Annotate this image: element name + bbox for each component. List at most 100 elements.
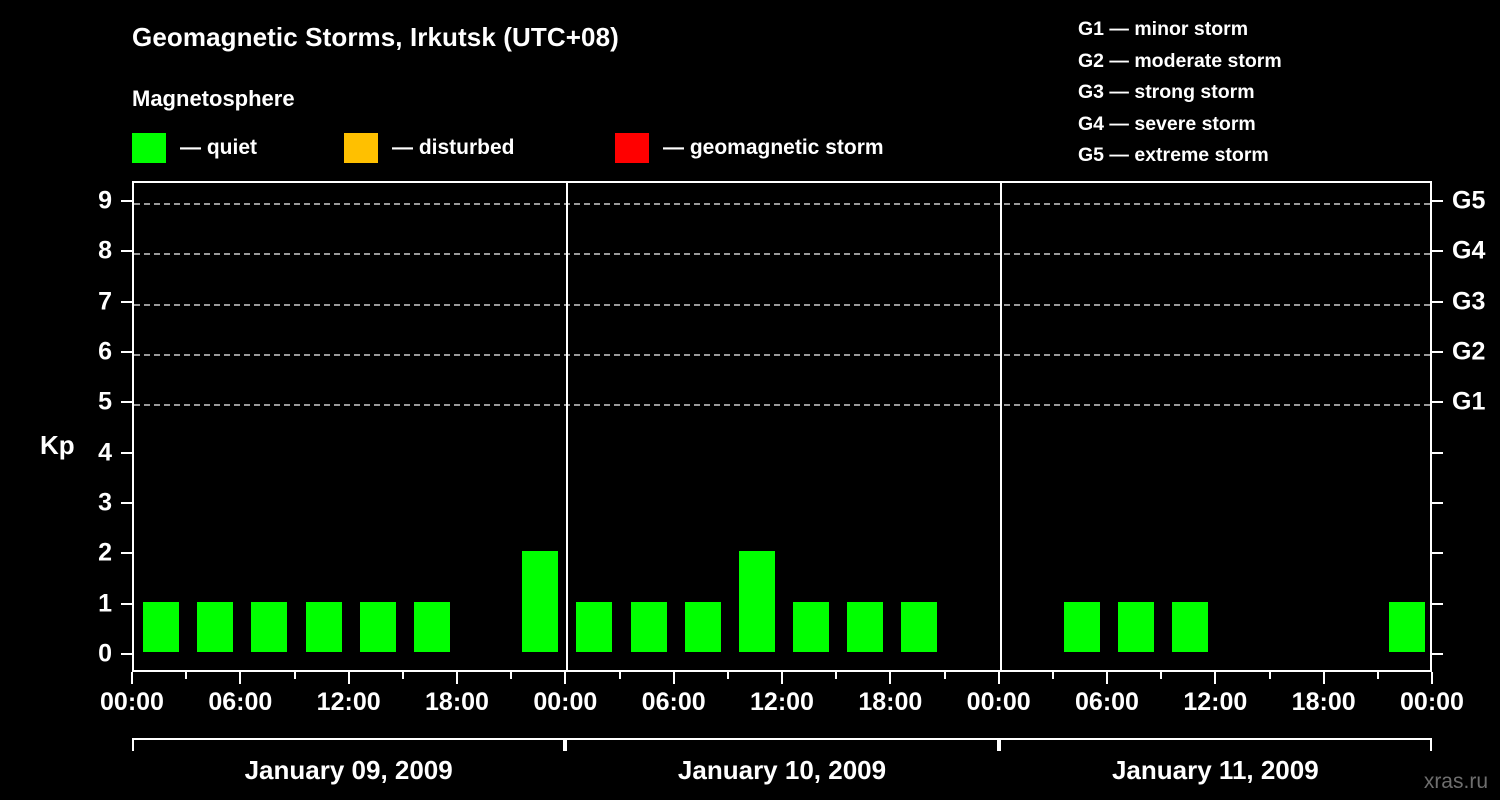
storm-scale-item-g1: G1 — minor storm <box>1078 18 1249 40</box>
y-tick-right <box>1432 300 1443 303</box>
x-tick <box>564 672 567 684</box>
x-axis-label: 18:00 <box>425 688 489 716</box>
y-axis-label-2: 2 <box>98 538 112 567</box>
y-axis-label-7: 7 <box>98 287 112 316</box>
legend-label-geomagnetic-storm: — geomagnetic storm <box>663 136 884 159</box>
y-tick-left <box>121 300 132 303</box>
bar <box>251 601 288 652</box>
x-tick <box>456 672 458 684</box>
y-tick-right <box>1432 552 1443 555</box>
y-tick-left <box>121 602 132 605</box>
x-axis-label: 00:00 <box>966 688 1031 716</box>
y-tick-right <box>1432 200 1443 202</box>
bar <box>630 601 667 652</box>
y-tick-right <box>1432 451 1443 454</box>
day-separator <box>999 183 1002 670</box>
storm-scale-item-g4: G4 — severe storm <box>1078 112 1256 135</box>
day-label: January 10, 2009 <box>677 755 887 785</box>
x-tick <box>131 672 133 684</box>
storm-scale-legend: G1 — minor storm G2 — moderate storm G3 — … <box>1078 14 1282 172</box>
x-tick-minor <box>726 672 729 679</box>
bar <box>197 601 234 652</box>
x-axis-label: 06:00 <box>641 688 706 716</box>
y-tick-left <box>121 351 132 353</box>
y-axis-title: Kp <box>40 430 75 460</box>
legend-swatch-geomagnetic-storm <box>615 133 649 163</box>
x-tick-minor <box>835 672 838 679</box>
x-tick <box>781 672 783 684</box>
bar <box>1118 601 1155 652</box>
x-tick-minor <box>1376 672 1379 679</box>
bar <box>847 601 884 652</box>
storm-scale-item-g2: G2 — moderate storm <box>1078 49 1282 72</box>
plot-area <box>132 181 1432 672</box>
y-axis-label-9: 9 <box>98 186 112 215</box>
legend-label-disturbed: — disturbed <box>392 136 515 159</box>
y-tick-right <box>1432 351 1443 353</box>
gridline-kp-7 <box>134 303 1430 306</box>
bar <box>359 601 396 652</box>
x-axis-label: 12:00 <box>1183 688 1248 716</box>
x-tick-minor <box>401 672 404 679</box>
bar <box>413 601 450 652</box>
y-tick-left <box>121 451 132 454</box>
y-tick-left <box>121 250 132 253</box>
x-tick <box>889 672 892 684</box>
x-axis-label: 18:00 <box>858 688 923 716</box>
storm-scale-item-g5: G5 — extreme storm <box>1078 144 1269 166</box>
bar <box>738 551 775 652</box>
x-tick-minor <box>1051 672 1054 679</box>
x-tick <box>997 672 1000 684</box>
plot-inner <box>134 183 1430 670</box>
gridline-kp-9 <box>134 203 1430 205</box>
y-tick-left <box>121 401 132 404</box>
y-tick-right <box>1432 502 1443 504</box>
day-bracket <box>132 738 566 751</box>
x-axis-label: 06:00 <box>208 688 273 716</box>
legend-item-disturbed: — disturbed <box>344 133 515 163</box>
y-tick-right <box>1432 653 1443 655</box>
bar <box>522 551 559 652</box>
x-axis-label: 18:00 <box>1291 688 1356 716</box>
x-tick <box>1431 672 1433 684</box>
gridline-kp-8 <box>134 253 1430 256</box>
bar <box>793 601 830 652</box>
x-tick <box>1106 672 1108 684</box>
y-tick-left <box>121 200 132 202</box>
gridline-kp-6 <box>134 354 1430 356</box>
storm-level-label-G4: G4 <box>1452 236 1486 265</box>
y-axis-label-5: 5 <box>98 387 112 416</box>
day-separator <box>566 183 569 670</box>
bar <box>305 601 342 652</box>
bar <box>1388 601 1425 652</box>
x-tick <box>1322 672 1325 684</box>
y-axis-label-0: 0 <box>98 639 112 668</box>
x-axis-label: 00:00 <box>100 688 164 716</box>
x-tick <box>347 672 350 684</box>
x-axis-label: 12:00 <box>750 688 814 716</box>
x-tick <box>1214 672 1217 684</box>
x-tick-minor <box>510 672 513 679</box>
y-axis-label-4: 4 <box>98 438 112 467</box>
storm-level-label-G2: G2 <box>1452 337 1486 366</box>
page-title: Geomagnetic Storms, Irkutsk (UTC+08) <box>132 22 619 52</box>
storm-level-label-G1: G1 <box>1452 387 1486 416</box>
x-tick-minor <box>293 672 296 679</box>
y-axis-label-8: 8 <box>98 236 112 265</box>
watermark: xras.ru <box>1423 770 1488 793</box>
day-bracket <box>998 738 1432 751</box>
x-tick-minor <box>185 672 188 679</box>
storm-level-label-G3: G3 <box>1452 287 1486 316</box>
y-tick-left <box>121 502 132 504</box>
bar <box>143 601 180 652</box>
legend-label-quiet: — quiet <box>180 136 257 159</box>
day-label: January 11, 2009 <box>1111 755 1319 785</box>
bar <box>1063 601 1100 652</box>
chart-subtitle: Magnetosphere <box>132 86 295 111</box>
day-bracket <box>565 738 999 751</box>
legend-item-quiet: — quiet <box>132 133 257 163</box>
y-tick-left <box>121 552 132 555</box>
y-tick-left <box>121 653 132 655</box>
legend-item-geomagnetic-storm: — geomagnetic storm <box>615 133 884 163</box>
